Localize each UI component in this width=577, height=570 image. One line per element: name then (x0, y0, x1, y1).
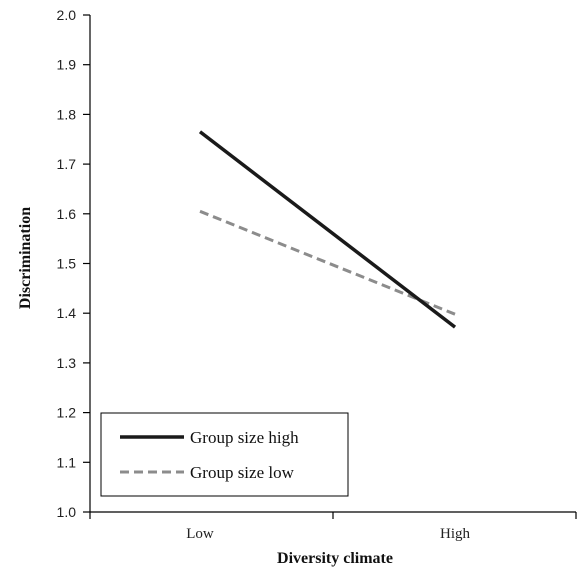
y-tick-label: 1.6 (57, 206, 77, 222)
y-tick-label: 1.4 (57, 305, 77, 321)
y-tick-label: 1.1 (57, 454, 77, 470)
legend-box (100, 412, 349, 497)
series-line-group-size-low (199, 209, 456, 316)
series-line-group-size-high (198, 130, 457, 329)
series-layer (198, 130, 457, 329)
y-tick-label: 1.3 (57, 355, 77, 371)
y-tick-label: 1.9 (57, 57, 77, 73)
plot-area: 1.0 1.1 1.2 1.3 1.4 1.5 1.6 1.7 1.8 1.9 2.0 Low Hig… (57, 7, 577, 542)
legend-label-group-size-high: Group size high (190, 428, 299, 447)
x-tick-label: Low (186, 526, 214, 542)
y-tick-label: 1.8 (57, 106, 77, 122)
legend: Group size high Group size low (100, 412, 349, 497)
legend-label-group-size-low: Group size low (190, 463, 295, 482)
y-tick-label: 1.0 (57, 504, 77, 520)
y-tick-label: 2.0 (57, 7, 77, 23)
y-axis-title: Discrimination (17, 207, 34, 309)
x-tick-label: High (440, 526, 471, 542)
x-axis-title: Diversity climate (277, 550, 393, 567)
x-ticks: Low High (89, 512, 577, 542)
y-tick-label: 1.2 (57, 405, 77, 421)
y-tick-label: 1.5 (57, 256, 77, 272)
y-ticks: 1.0 1.1 1.2 1.3 1.4 1.5 1.6 1.7 1.8 1.9 2.0 (57, 7, 90, 520)
y-tick-label: 1.7 (57, 156, 77, 172)
